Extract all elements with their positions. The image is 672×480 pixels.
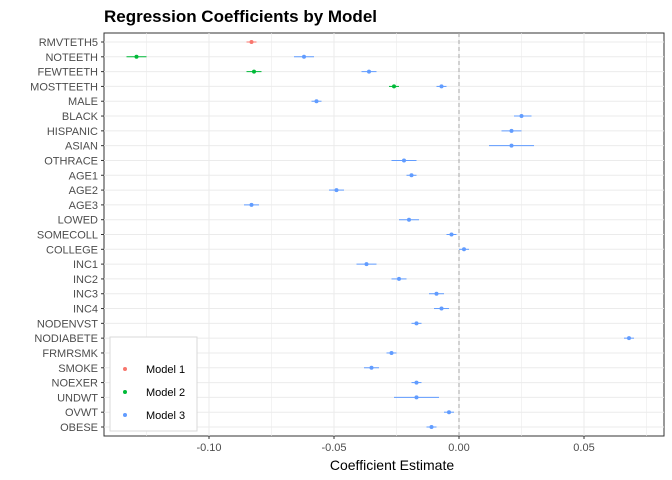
y-tick-label: MALE <box>68 96 98 108</box>
y-tick-label: UNDWT <box>57 392 98 404</box>
point-estimate <box>369 365 374 370</box>
legend-label: Model 2 <box>146 387 185 399</box>
point-estimate <box>402 158 406 163</box>
y-tick-label: COLLEGE <box>46 244 98 256</box>
point-estimate <box>414 395 419 400</box>
legend-key <box>123 390 127 394</box>
point-estimate <box>414 380 419 385</box>
legend: Model 1 Model 2 Model 3 <box>109 336 198 432</box>
point-estimate <box>509 128 514 133</box>
point-estimate <box>414 321 419 326</box>
point-estimate <box>439 84 444 89</box>
y-tick-label: RMVTETH5 <box>39 37 98 49</box>
y-tick-label: ASIAN <box>65 141 98 153</box>
point-estimate <box>434 291 439 296</box>
x-axis-tick-labels: -0.10 -0.05 0.00 0.05 <box>196 436 595 454</box>
point-estimate <box>389 350 394 355</box>
point-estimate <box>249 40 254 44</box>
point-estimate <box>439 306 444 311</box>
y-axis-tick-labels: RMVTETH5 NOTEETH FEWTEETH MOSTTEETH MALE BLAC… <box>30 37 104 434</box>
point-estimate <box>519 114 524 119</box>
point-estimate <box>407 217 411 222</box>
point-estimate <box>397 276 401 281</box>
point-estimate <box>314 99 319 104</box>
point-estimate <box>302 54 306 59</box>
y-tick-label: FEWTEETH <box>38 67 99 79</box>
legend-key <box>123 413 127 417</box>
point-estimate <box>367 69 371 74</box>
point-estimate <box>447 410 451 415</box>
y-tick-label: SOMECOLL <box>37 230 98 242</box>
point-estimate <box>449 232 454 237</box>
point-estimate <box>509 143 514 148</box>
y-tick-label: NOEXER <box>52 378 99 390</box>
y-tick-label: FRMRSMK <box>42 348 98 360</box>
point-estimate <box>364 262 369 267</box>
y-tick-label: BLACK <box>62 111 99 123</box>
y-tick-label: MOSTTEETH <box>30 81 98 93</box>
y-tick-label: OBESE <box>60 422 98 434</box>
y-tick-label: INC3 <box>73 289 98 301</box>
x-tick-label: -0.05 <box>321 442 346 454</box>
point-estimate <box>134 54 139 59</box>
point-estimate <box>409 173 414 178</box>
point-estimate <box>462 247 466 252</box>
y-tick-label: HISPANIC <box>47 126 98 138</box>
y-tick-label: OVWT <box>65 407 98 419</box>
y-tick-label: AGE3 <box>69 200 98 212</box>
x-tick-label: 0.05 <box>573 442 594 454</box>
point-estimate <box>392 84 396 89</box>
point-estimate <box>334 188 339 193</box>
legend-key <box>123 367 127 371</box>
chart-title: Regression Coefficients by Model <box>104 7 377 26</box>
point-estimate <box>627 336 631 341</box>
y-tick-label: NODENVST <box>37 318 98 330</box>
y-tick-label: INC4 <box>73 304 98 316</box>
y-tick-label: LOWED <box>58 215 98 227</box>
data-marks <box>126 40 634 429</box>
y-tick-label: NODIABETE <box>34 333 98 345</box>
y-tick-label: AGE2 <box>69 185 98 197</box>
y-tick-label: NOTEETH <box>45 52 98 64</box>
y-tick-label: AGE1 <box>69 170 98 182</box>
x-tick-label: -0.10 <box>196 442 221 454</box>
y-tick-label: INC1 <box>73 259 98 271</box>
point-estimate <box>252 69 256 74</box>
x-axis-title: Coefficient Estimate <box>330 457 454 473</box>
point-estimate <box>249 202 254 207</box>
y-tick-label: OTHRACE <box>44 155 98 167</box>
y-tick-label: INC2 <box>73 274 98 286</box>
y-tick-label: SMOKE <box>58 363 98 375</box>
x-tick-label: 0.00 <box>448 442 469 454</box>
legend-label: Model 1 <box>146 364 185 376</box>
point-estimate <box>429 425 434 429</box>
legend-label: Model 3 <box>146 410 185 422</box>
